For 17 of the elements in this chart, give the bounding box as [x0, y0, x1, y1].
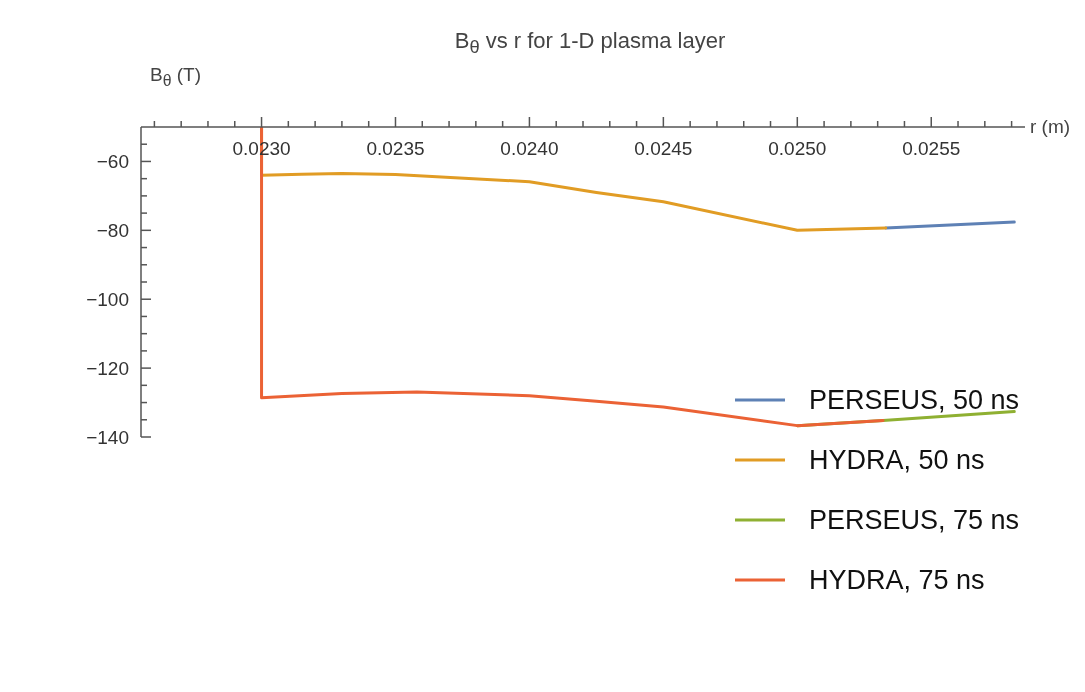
x-axis-title: r (m)	[1030, 116, 1071, 138]
y-tick-label: −100	[86, 289, 129, 311]
y-axis-title: B$_{θ}$ (T)	[150, 64, 202, 90]
y-tick-label: −80	[96, 220, 129, 242]
y-tick-label: −60	[96, 151, 129, 173]
x-tick-label: 0.0245	[634, 138, 693, 159]
x-tick-label: 0.0235	[366, 138, 425, 159]
x-tick-label: 0.0255	[902, 138, 961, 159]
y-tick-label: −140	[86, 427, 129, 448]
legend-label: PERSEUS, 75 ns	[809, 504, 1020, 536]
x-tick-label: 0.0240	[500, 138, 559, 159]
chart-title: B$_{θ}$ vs r for 1-D plasma layer	[453, 28, 727, 59]
legend-label: HYDRA, 50 ns	[809, 444, 985, 476]
legend-label: HYDRA, 75 ns	[809, 564, 985, 596]
x-tick-label: 0.0250	[768, 138, 827, 159]
legend-label: PERSEUS, 50 ns	[809, 384, 1020, 416]
y-tick-label: −120	[86, 358, 129, 380]
